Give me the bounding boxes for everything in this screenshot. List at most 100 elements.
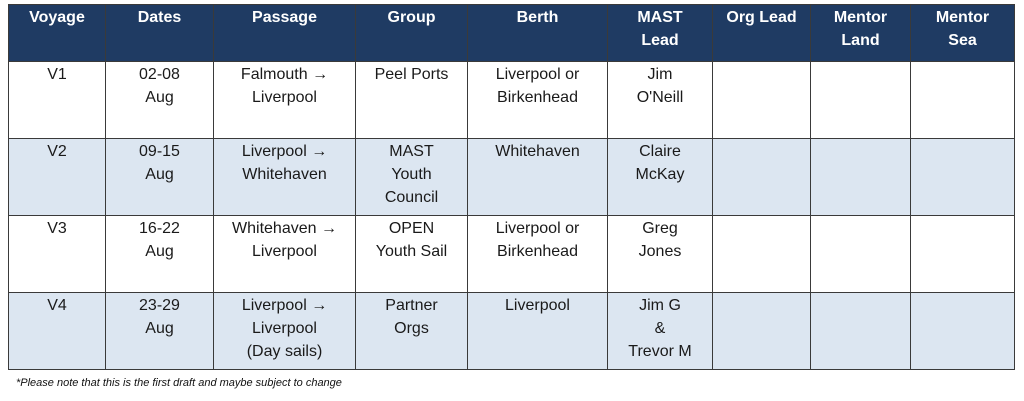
header-cell: MAST Lead	[607, 4, 713, 62]
empty-cell	[810, 138, 911, 216]
cell-text: Whitehaven	[495, 143, 580, 160]
header-cell: Voyage	[8, 4, 106, 62]
table-row: V4 23-29 Aug Liverpool → Liverpool (Day sails…	[8, 292, 1015, 370]
header-cell: Mentor Sea	[910, 4, 1015, 62]
table-cell: 02-08 Aug	[105, 61, 214, 139]
table-cell: 09-15 Aug	[105, 138, 214, 216]
table-row: V1 02-08 Aug Falmouth → Liverpool Peel Ports L…	[8, 61, 1015, 139]
empty-cell	[910, 138, 1015, 216]
header-cell: Dates	[105, 4, 214, 62]
table-cell: V2	[8, 138, 106, 216]
header-cell: Group	[355, 4, 468, 62]
cell-text: Jim G	[639, 297, 681, 314]
cell-text: McKay	[635, 166, 685, 183]
table-cell: Jim G & Trevor M	[607, 292, 713, 370]
cell-text: V1	[47, 66, 67, 83]
empty-cell	[910, 61, 1015, 139]
table-cell: Claire McKay	[607, 138, 713, 216]
table-cell: 23-29 Aug	[105, 292, 214, 370]
table-cell: V3	[8, 215, 106, 293]
empty-cell	[712, 215, 811, 293]
empty-cell	[810, 215, 911, 293]
empty-cell	[712, 138, 811, 216]
cell-text: Peel Ports	[374, 66, 449, 83]
table-cell: MAST Youth Council	[355, 138, 468, 216]
cell-text: 16-22	[139, 220, 180, 237]
empty-cell	[810, 292, 911, 370]
cell-text: Falmouth →	[240, 66, 329, 83]
empty-cell	[810, 61, 911, 139]
cell-text: Orgs	[394, 320, 429, 337]
table-cell: Falmouth → Liverpool	[213, 61, 356, 139]
table-cell: Whitehaven → Liverpool	[213, 215, 356, 293]
header-text: Berth	[516, 9, 559, 26]
cell-text: O'Neill	[636, 89, 684, 106]
header-text: Mentor	[833, 9, 888, 26]
cell-text: 09-15	[139, 143, 180, 160]
cell-text: Liverpool →	[241, 297, 328, 314]
table-cell: 16-22 Aug	[105, 215, 214, 293]
empty-cell	[712, 292, 811, 370]
cell-text: Youth Sail	[375, 243, 448, 260]
table-cell: Partner Orgs	[355, 292, 468, 370]
table-cell: Peel Ports	[355, 61, 468, 139]
table-cell: Liverpool	[467, 292, 608, 370]
cell-text: Council	[384, 189, 439, 206]
header-text: Org Lead	[726, 9, 797, 26]
cell-text: V4	[47, 297, 67, 314]
cell-text: 23-29	[139, 297, 180, 314]
header-cell: Mentor Land	[810, 4, 911, 62]
cell-text: Birkenhead	[497, 89, 578, 106]
cell-text: Liverpool	[252, 89, 317, 106]
header-text: Dates	[137, 9, 182, 26]
table-cell: Whitehaven	[467, 138, 608, 216]
footnote: *Please note that this is the first draf…	[16, 377, 342, 389]
empty-cell	[910, 292, 1015, 370]
header-cell: Berth	[467, 4, 608, 62]
cell-text: Whitehaven →	[232, 220, 337, 237]
cell-text: Claire	[639, 143, 681, 160]
header-text: Sea	[948, 32, 977, 49]
table-cell: Greg Jones	[607, 215, 713, 293]
cell-text: &	[654, 320, 666, 337]
cell-text: Aug	[145, 166, 174, 183]
table-cell: V4	[8, 292, 106, 370]
cell-text: (Day sails)	[246, 343, 323, 360]
empty-cell	[910, 215, 1015, 293]
table-cell: Jim O'Neill	[607, 61, 713, 139]
table-cell: V1	[8, 61, 106, 139]
header-text: Lead	[641, 32, 679, 49]
cell-text: Jim	[647, 66, 673, 83]
cell-text: Whitehaven	[242, 166, 327, 183]
header-cell: Passage	[213, 4, 356, 62]
cell-text: Greg	[642, 220, 678, 237]
cell-text: Jones	[638, 243, 682, 260]
header-text: Mentor	[935, 9, 990, 26]
cell-text: Liverpool	[252, 243, 317, 260]
table-cell: Liverpool → Liverpool (Day sails)	[213, 292, 356, 370]
cell-text: Partner	[385, 297, 438, 314]
header-text: Land	[841, 32, 880, 49]
header-text: Passage	[252, 9, 317, 26]
table-row: V3 16-22 Aug Whitehaven → Liverpool OPEN Youth…	[8, 215, 1015, 293]
empty-cell	[712, 61, 811, 139]
header-text: Voyage	[29, 9, 85, 26]
header-text: Group	[387, 9, 436, 26]
cell-text: V2	[47, 143, 67, 160]
header-cell: Org Lead	[712, 4, 811, 62]
header-text: MAST	[637, 9, 683, 26]
cell-text: V3	[47, 220, 67, 237]
cell-text: Youth	[391, 166, 432, 183]
cell-text: Aug	[145, 320, 174, 337]
cell-text: Liverpool →	[241, 143, 328, 160]
cell-text: Birkenhead	[497, 243, 578, 260]
cell-text: Trevor M	[628, 343, 692, 360]
table-cell: OPEN Youth Sail	[355, 215, 468, 293]
cell-text: Liverpool	[505, 297, 570, 314]
table-body: V1 02-08 Aug Falmouth → Liverpool Peel Ports L…	[8, 61, 1015, 370]
cell-text: Aug	[145, 89, 174, 106]
cell-text: Liverpool or	[495, 220, 580, 237]
header-row: Voyage Dates Passage Group Berth MAST Lead Org …	[8, 4, 1015, 62]
cell-text: OPEN	[388, 220, 435, 237]
